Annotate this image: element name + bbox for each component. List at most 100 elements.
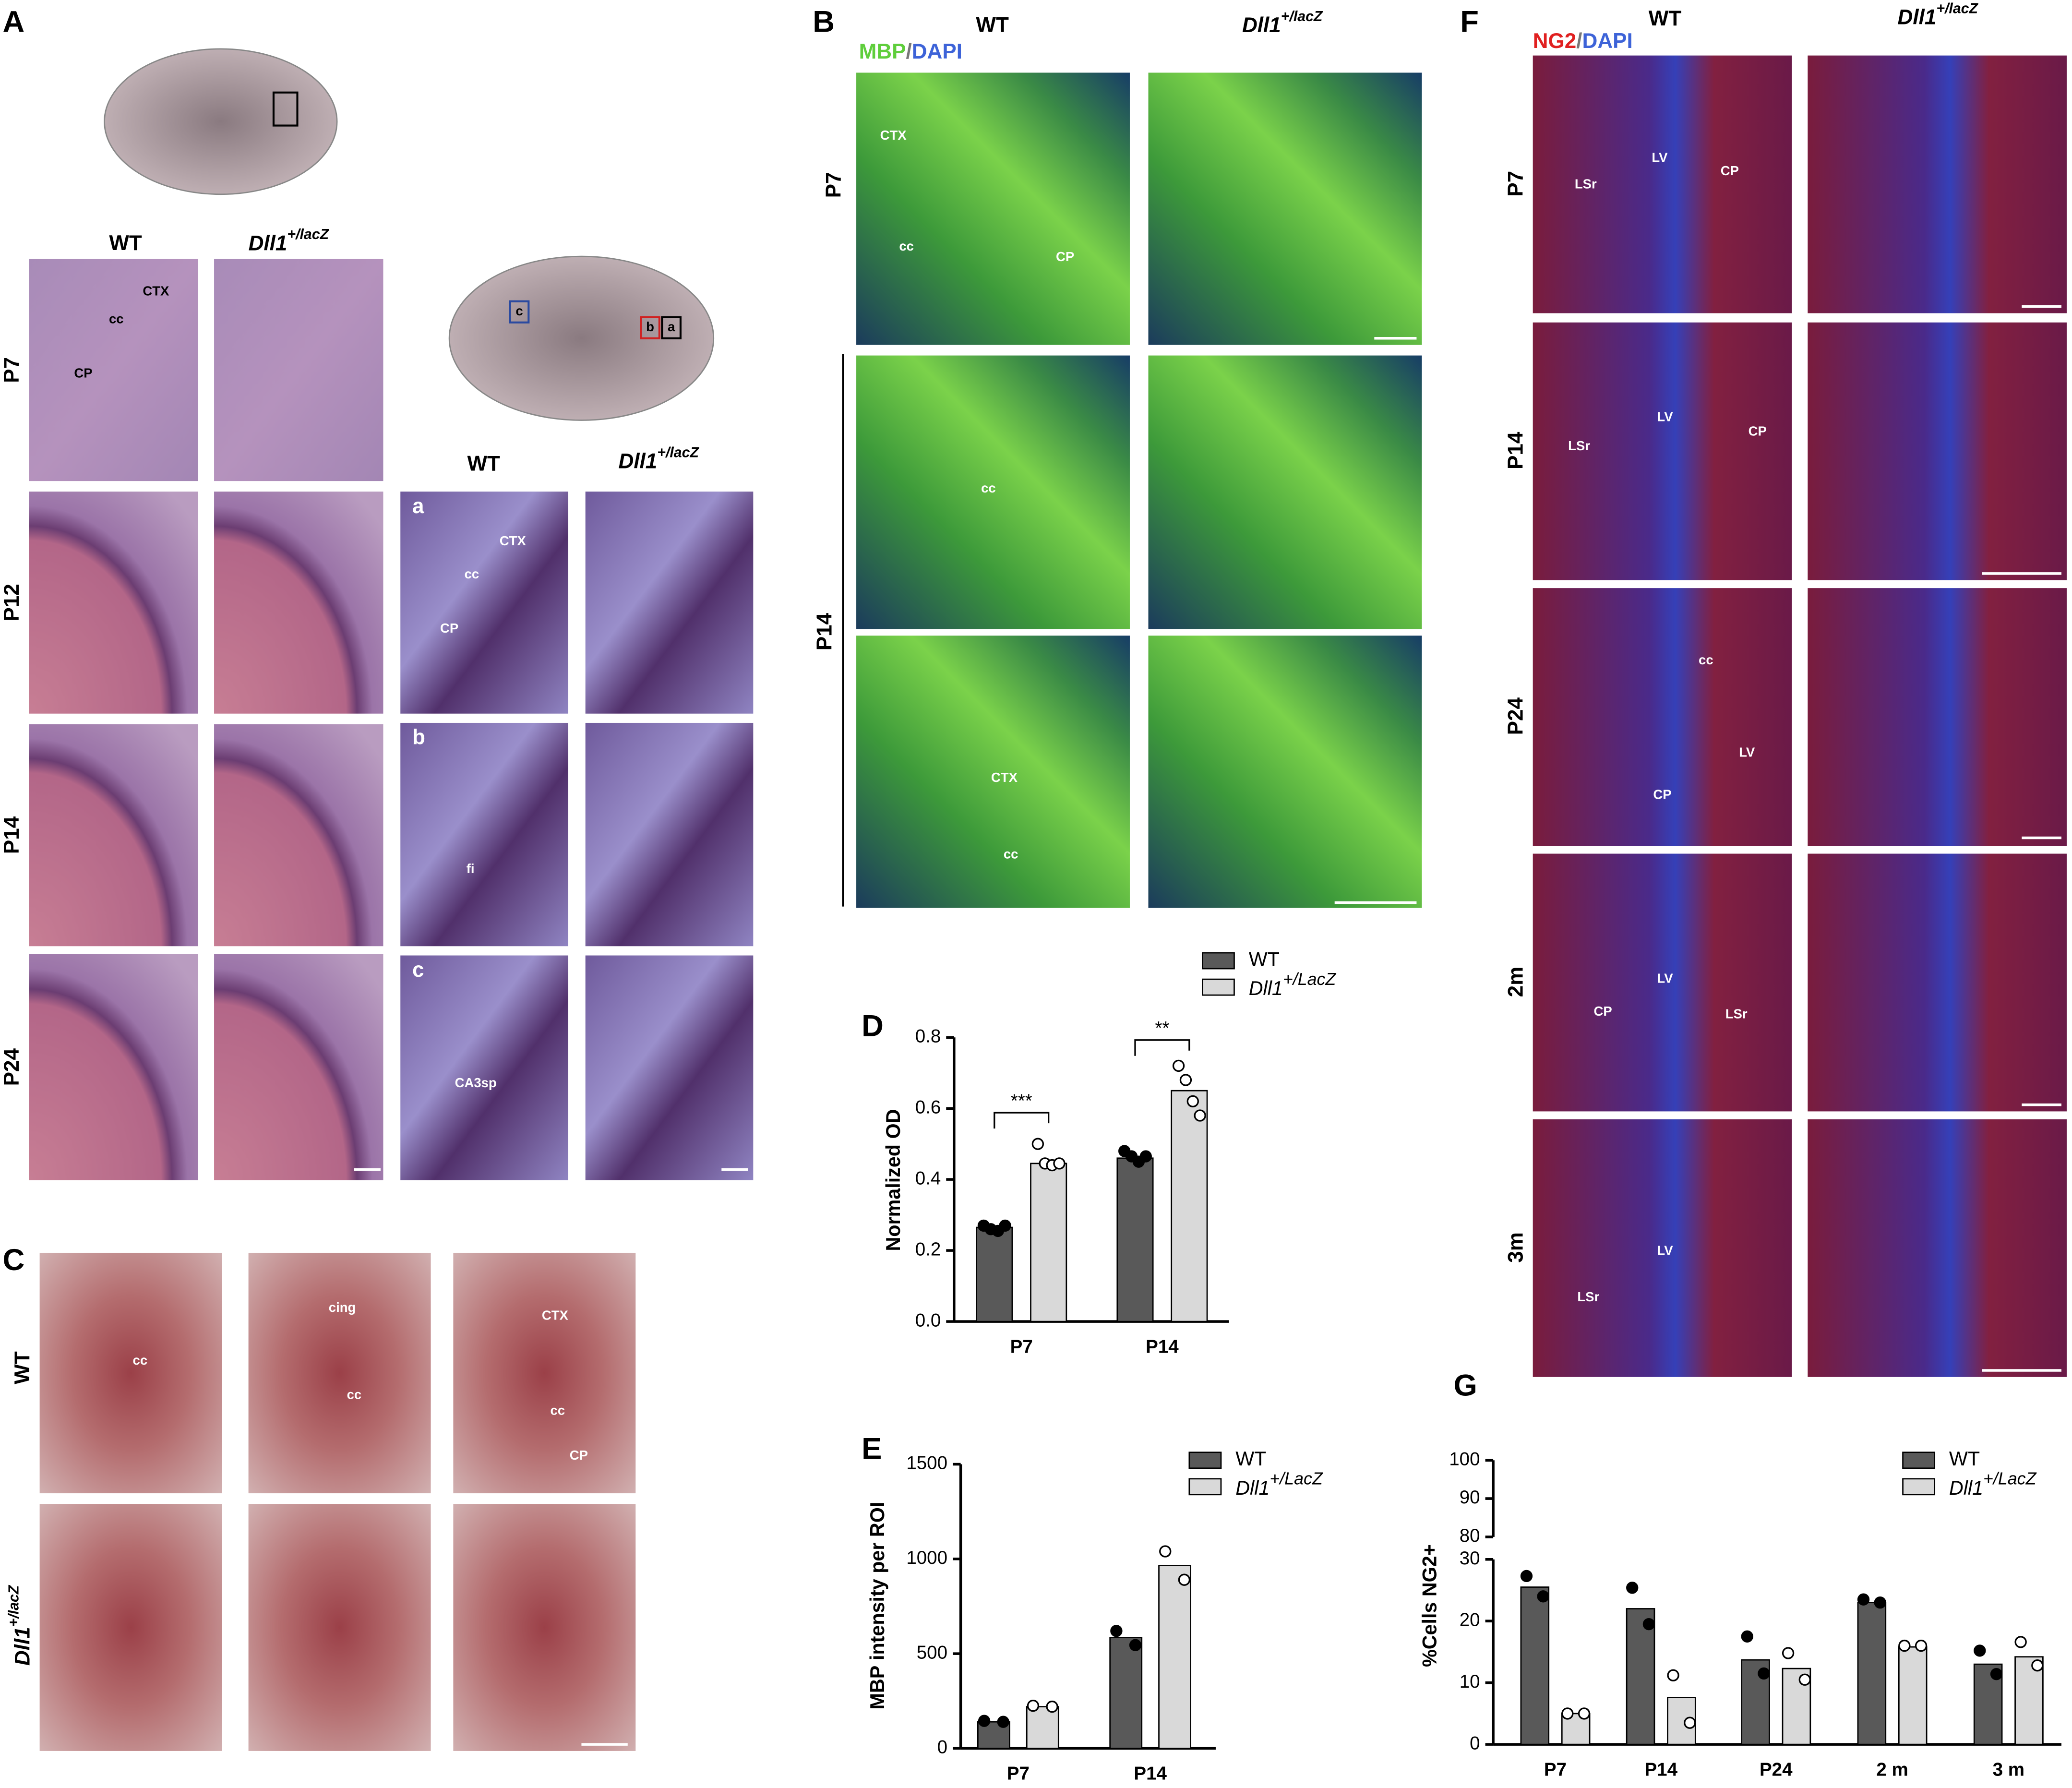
bar [1520,1586,1550,1745]
legend-label: Dll1+/LacZ [1235,1469,1323,1499]
micrograph [585,955,754,1180]
region-label: cc [1004,847,1018,862]
region-label: cc [133,1353,148,1368]
micrograph [453,1504,636,1751]
inset-letter: b [412,726,425,749]
micrograph [1148,72,1422,345]
atlas-section [448,255,715,421]
data-point [1990,1668,2003,1680]
micrograph [29,724,199,947]
data-point [997,1716,1009,1728]
region-label: LV [1657,971,1673,985]
region-label: CTX [542,1308,569,1322]
y-tick-label: 100 [1449,1449,1480,1469]
micrograph [1808,853,2067,1112]
stain-label: MBP/DAPI [859,40,962,63]
data-point [1874,1596,1886,1609]
panel-letter: D [862,1009,884,1043]
micrograph [400,492,568,714]
panel-letter: E [862,1432,882,1466]
data-point [1031,1138,1044,1150]
y-tick-label: 10 [1460,1671,1480,1692]
x-tick-label: P14 [1644,1759,1677,1780]
micrograph [1808,55,2067,313]
bar [1026,1706,1059,1749]
y-axis-label: Normalized OD [882,1109,904,1251]
data-point [1898,1639,1911,1652]
data-point [1782,1647,1795,1659]
region-label: LSr [1575,177,1597,192]
data-point [1758,1667,1770,1680]
row-label: P24 [1504,697,1527,735]
data-point [978,1715,991,1727]
micrograph [248,1504,431,1751]
micrograph [1533,322,1792,580]
legend-label-base: Dll1 [1249,977,1283,999]
data-point [1179,1074,1192,1086]
micrograph [29,492,199,714]
legend-label-base: Dll1 [1235,1477,1270,1499]
column-header: Dll1+/lacZ [619,444,700,473]
legend-label: WT [1235,1448,1266,1470]
legend-swatch [1202,978,1235,996]
data-point [1178,1573,1191,1586]
region-label: cc [347,1387,362,1402]
region-label: cc [109,312,124,326]
data-point [2031,1659,2044,1672]
row-label: P12 [0,584,24,621]
legend-label-base: Dll1 [1949,1477,1983,1499]
region-label: CP [1593,1004,1612,1019]
region-label: LV [1657,1243,1673,1258]
row-label-sup: +/lacZ [6,1584,22,1627]
data-point [1798,1673,1811,1686]
region-label: CTX [880,128,907,143]
region-label: LV [1657,409,1673,424]
row-label-base: Dll1 [11,1627,34,1666]
region-label: cc [1699,652,1713,667]
row-label: P7 [822,172,846,198]
y-tick-label: 500 [917,1642,947,1663]
micrograph [1533,853,1792,1112]
stain-part: / [906,40,911,63]
stain-part: NG2 [1533,29,1577,53]
data-point [1186,1095,1199,1108]
x-tick-label: P7 [1544,1759,1567,1780]
micrograph [214,259,383,481]
micrograph [585,722,754,947]
micrograph [29,954,199,1180]
column-header: Dll1+/lacZ [1898,0,1979,29]
legend-label: WT [1949,1448,1980,1470]
row-label: P7 [1504,171,1527,197]
atlas-box-label: c [515,303,523,318]
y-tick-label: 0.8 [915,1026,941,1046]
row-label: 3m [1504,1232,1527,1263]
data-point [1520,1570,1533,1583]
region-label: LSr [1725,1007,1748,1021]
legend-label-sup: +/LacZ [1983,1469,2037,1488]
y-tick-label: 20 [1460,1609,1480,1630]
micrograph [29,259,199,481]
data-point [2014,1636,2027,1648]
bar [1109,1637,1143,1749]
region-label: CP [1056,249,1074,264]
region-label: CP [1749,424,1767,439]
significance-bracket [994,1112,1050,1129]
x-tick-label: P24 [1760,1759,1793,1780]
region-label: cc [465,566,479,581]
y-tick-label: 0.4 [915,1168,941,1188]
region-label: CTX [143,284,169,299]
y-tick-label: 0 [937,1737,947,1758]
panel-letter: F [1460,5,1479,38]
region-label: CP [1721,163,1739,178]
legend-swatch [1202,952,1235,970]
column-header-sup: +/lacZ [1936,0,1978,16]
significance-label: ** [1155,1018,1169,1039]
data-point [1915,1639,1928,1652]
column-header-base: Dll1 [619,449,658,473]
bar [1030,1163,1067,1322]
data-point [1110,1625,1123,1637]
row-label: P24 [0,1048,24,1086]
row-label: P14 [0,816,24,854]
inset-letter: a [412,494,424,518]
column-header: WT [1649,7,1682,30]
